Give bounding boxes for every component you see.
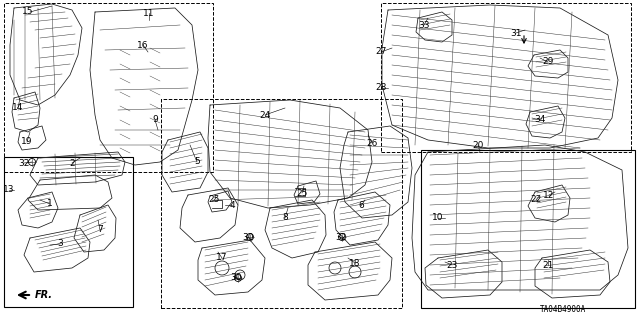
Text: 32: 32 (19, 159, 29, 167)
Text: FR.: FR. (35, 290, 53, 300)
Text: 4: 4 (229, 201, 235, 210)
Bar (381, 3, 631, 152)
Text: 12: 12 (543, 190, 555, 199)
Text: 27: 27 (375, 48, 387, 56)
Text: 2: 2 (69, 159, 75, 167)
Text: 30: 30 (230, 272, 242, 281)
Bar (4, 3, 213, 172)
Text: 7: 7 (97, 226, 103, 234)
Text: 25: 25 (208, 196, 220, 204)
Text: 33: 33 (419, 20, 429, 29)
Text: 26: 26 (366, 138, 378, 147)
Text: 25: 25 (296, 189, 308, 197)
Bar (421, 150, 635, 308)
Bar (4, 157, 133, 307)
Text: 11: 11 (143, 9, 155, 18)
Text: 10: 10 (432, 213, 444, 222)
Text: 30: 30 (243, 233, 253, 241)
Text: 31: 31 (510, 28, 522, 38)
Text: 17: 17 (216, 254, 228, 263)
Text: 6: 6 (358, 202, 364, 211)
Text: 23: 23 (446, 261, 458, 270)
Text: 20: 20 (472, 140, 484, 150)
Bar (161, 99, 402, 308)
Text: 5: 5 (194, 158, 200, 167)
Text: 18: 18 (349, 258, 361, 268)
Text: 29: 29 (542, 57, 554, 66)
Text: 15: 15 (22, 8, 34, 17)
Text: 22: 22 (531, 196, 541, 204)
Text: 34: 34 (534, 115, 546, 124)
Text: 21: 21 (542, 261, 554, 270)
Text: 19: 19 (21, 137, 33, 146)
Text: 1: 1 (47, 199, 53, 209)
Text: 32: 32 (335, 234, 347, 242)
Text: 28: 28 (375, 84, 387, 93)
Text: 8: 8 (282, 213, 288, 222)
Text: 16: 16 (137, 41, 148, 49)
Text: 14: 14 (12, 103, 24, 113)
Text: 24: 24 (259, 110, 271, 120)
Text: TA04B4900A: TA04B4900A (540, 306, 586, 315)
Text: 3: 3 (57, 240, 63, 249)
Text: 9: 9 (152, 115, 158, 124)
Text: 13: 13 (3, 186, 15, 195)
